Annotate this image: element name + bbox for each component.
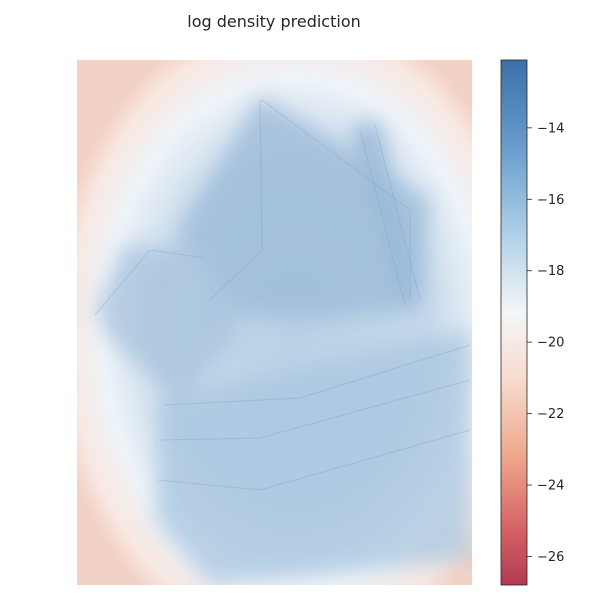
- building-edges: [94, 99, 471, 491]
- lower-block-shape: [155, 330, 472, 585]
- colorbar-tick-label: −22: [537, 407, 564, 422]
- colorbar-tick-label: −16: [537, 193, 564, 208]
- colorbar-gradient: [500, 59, 528, 586]
- crane-right-edge: [374, 124, 421, 301]
- colorbar-tick-label: −26: [537, 550, 564, 565]
- colorbar: −14 −16 −18 −20 −22 −24 −26: [500, 59, 564, 586]
- colorbar-tick-label: −14: [537, 121, 564, 136]
- crane-shape: [350, 120, 420, 305]
- colorbar-tick-label: −24: [537, 479, 564, 494]
- colorbar-tick-label: −18: [537, 264, 564, 279]
- building-silhouette: [95, 95, 472, 585]
- left-wing-edge: [94, 249, 206, 316]
- balcony-edge-3: [157, 429, 471, 491]
- colorbar-ticks: −14 −16 −18 −20 −22 −24 −26: [527, 121, 564, 565]
- tower-shape: [180, 95, 430, 320]
- balcony-edge-2: [159, 379, 471, 441]
- tower-edge: [209, 99, 263, 301]
- heatmap-image: [77, 60, 472, 585]
- left-wing-shape: [95, 245, 240, 400]
- chart-title: log density prediction: [187, 12, 361, 31]
- tower-right-edge: [261, 99, 411, 300]
- balcony-edge-1: [164, 344, 471, 406]
- crane-left-edge: [359, 129, 406, 306]
- colorbar-tick-label: −20: [537, 336, 564, 351]
